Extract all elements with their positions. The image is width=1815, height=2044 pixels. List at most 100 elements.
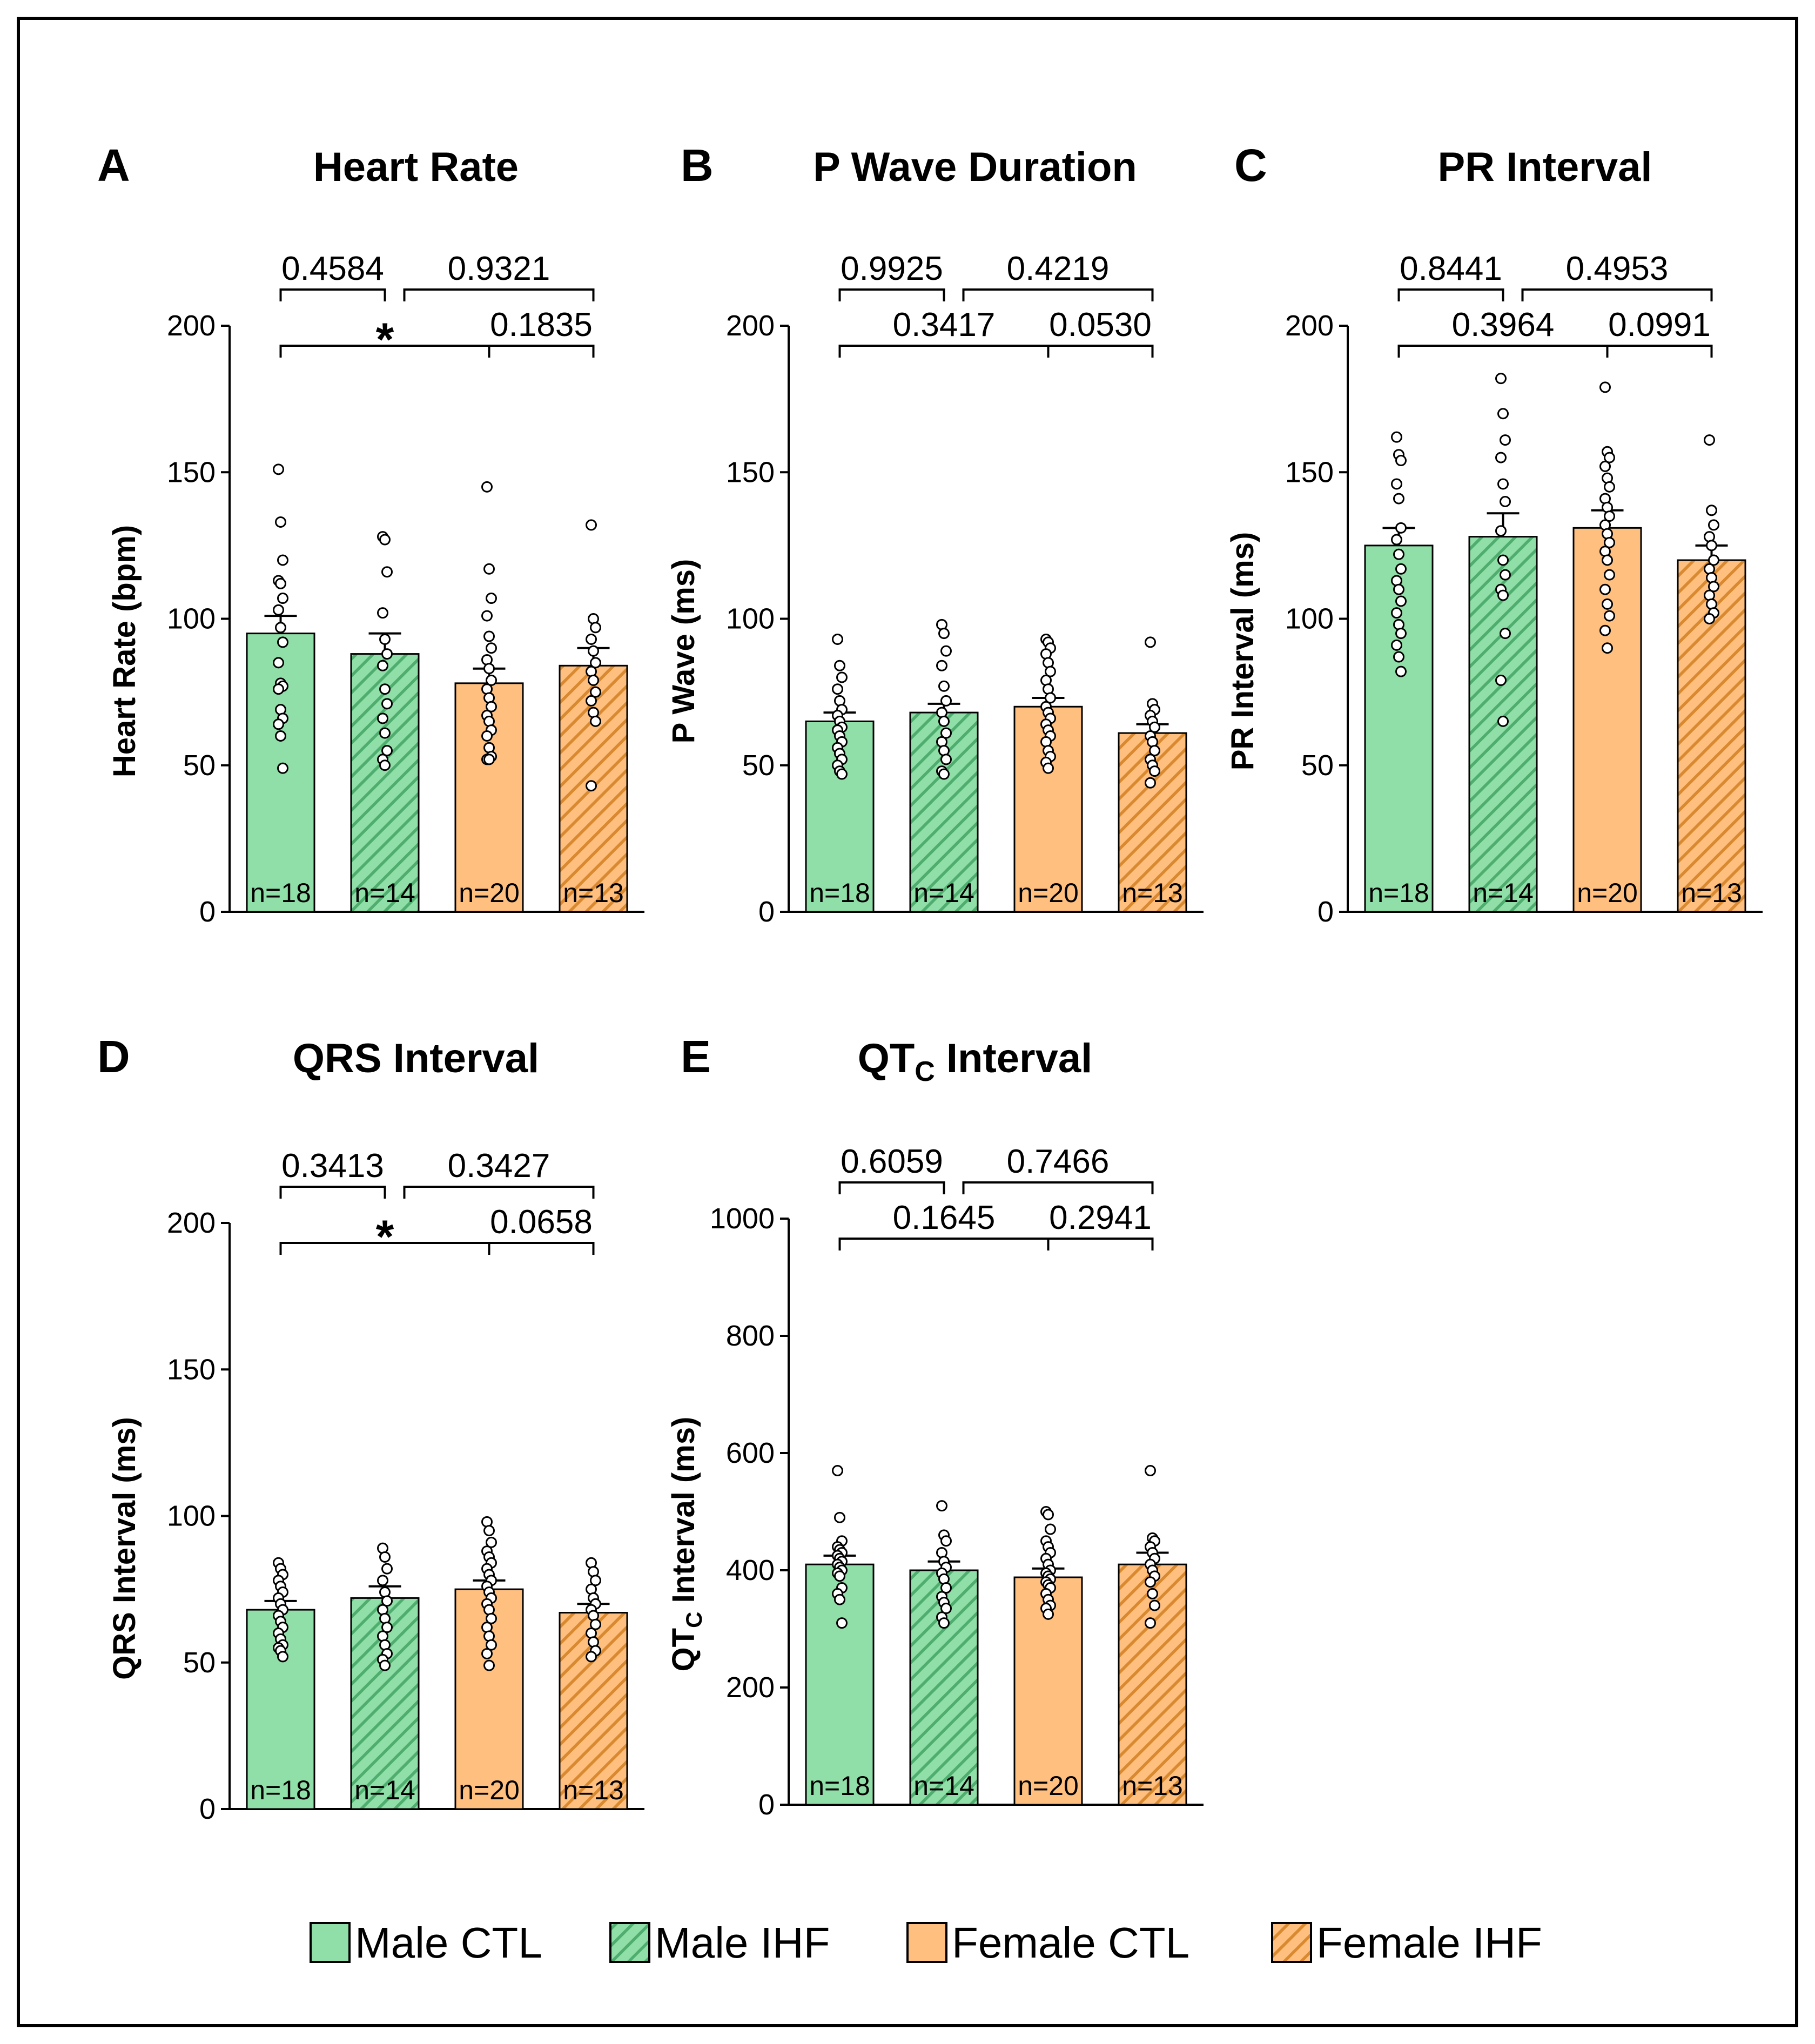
y-tick-label: 150 bbox=[167, 1353, 216, 1386]
data-point bbox=[1393, 493, 1404, 505]
data-point bbox=[590, 622, 601, 634]
legend-swatch bbox=[609, 1922, 650, 1963]
p-value-label: 0.7466 bbox=[1007, 1143, 1110, 1180]
data-point bbox=[940, 1603, 952, 1615]
data-point bbox=[483, 663, 495, 675]
data-point bbox=[379, 727, 391, 739]
y-tick-label: 0 bbox=[199, 1793, 216, 1825]
data-point bbox=[1500, 434, 1511, 446]
data-point bbox=[1391, 431, 1402, 443]
data-point bbox=[940, 1582, 952, 1594]
y-tick-label: 150 bbox=[726, 456, 775, 488]
data-point bbox=[277, 593, 288, 604]
data-point bbox=[832, 1465, 843, 1477]
data-point bbox=[1395, 665, 1407, 677]
n-label: n=14 bbox=[913, 1771, 974, 1801]
p-value-label: 0.4953 bbox=[1566, 250, 1669, 287]
p-value-label: 0.2941 bbox=[1049, 1199, 1152, 1236]
y-axis-label-main: QT bbox=[666, 1628, 701, 1672]
data-point bbox=[1599, 583, 1611, 595]
panel-d: D QRS Interval 0 50 100 150 200 QRS Interval (m… bbox=[97, 1031, 644, 1825]
data-point bbox=[481, 610, 493, 622]
panel-title-main: QT bbox=[858, 1036, 915, 1081]
data-point bbox=[377, 1575, 388, 1586]
data-point bbox=[1395, 563, 1407, 575]
y-axis-label: QRS Interval (ms) bbox=[107, 1417, 142, 1680]
data-point bbox=[1704, 434, 1715, 446]
data-point bbox=[379, 759, 391, 771]
data-point bbox=[586, 1651, 597, 1663]
legend-label: Male IHF bbox=[655, 1919, 830, 1967]
data-point bbox=[379, 1659, 391, 1671]
data-point bbox=[1145, 636, 1156, 648]
y-tick-label: 150 bbox=[167, 456, 216, 488]
data-point bbox=[938, 628, 950, 640]
data-point bbox=[1604, 510, 1615, 522]
p-value-label: 0.0991 bbox=[1608, 306, 1711, 344]
data-point bbox=[1395, 522, 1407, 534]
y-tick-label: 200 bbox=[726, 1671, 775, 1704]
y-tick-label: 0 bbox=[758, 896, 775, 928]
legend-label: Male CTL bbox=[355, 1919, 542, 1967]
data-point bbox=[381, 566, 393, 578]
y-tick-label: 600 bbox=[726, 1437, 775, 1469]
p-value-label: 0.8441 bbox=[1400, 250, 1502, 287]
panel-letter: B bbox=[681, 140, 714, 191]
data-point bbox=[486, 1612, 497, 1624]
data-point bbox=[483, 1659, 495, 1671]
panel-title-rest: Interval bbox=[935, 1036, 1092, 1081]
data-point bbox=[486, 642, 497, 654]
n-label: n=20 bbox=[459, 878, 520, 908]
data-point bbox=[1604, 569, 1615, 581]
p-value-label: 0.9925 bbox=[841, 250, 943, 287]
significance-bracket bbox=[962, 1181, 1154, 1194]
y-tick-label: 100 bbox=[726, 603, 775, 635]
data-point bbox=[1497, 408, 1509, 420]
data-point bbox=[1602, 642, 1613, 654]
panel-letter: C bbox=[1234, 140, 1267, 191]
n-label: n=18 bbox=[1368, 878, 1429, 908]
data-point bbox=[936, 660, 947, 671]
y-tick-label: 200 bbox=[726, 310, 775, 342]
data-point bbox=[381, 648, 393, 660]
legend-swatch bbox=[310, 1922, 351, 1963]
p-value-label: 0.4219 bbox=[1007, 250, 1110, 287]
data-point bbox=[273, 604, 284, 616]
panel-title-sub: C bbox=[915, 1056, 935, 1087]
data-point bbox=[1147, 1588, 1158, 1599]
panel-letter: A bbox=[97, 140, 130, 191]
data-point bbox=[1391, 639, 1402, 651]
data-point bbox=[381, 1563, 393, 1575]
data-point bbox=[940, 754, 952, 765]
data-point bbox=[1706, 540, 1717, 552]
data-point bbox=[1604, 610, 1615, 622]
data-point bbox=[486, 1536, 497, 1548]
data-point bbox=[1500, 628, 1511, 640]
data-point bbox=[379, 683, 391, 695]
data-point bbox=[277, 554, 288, 566]
n-label: n=20 bbox=[1577, 878, 1638, 908]
data-point bbox=[379, 534, 391, 546]
y-tick-label: 400 bbox=[726, 1554, 775, 1586]
data-point bbox=[1497, 715, 1509, 727]
significance-bracket bbox=[838, 288, 945, 301]
data-point bbox=[1604, 452, 1615, 463]
y-tick-label: 1000 bbox=[710, 1202, 775, 1235]
data-point bbox=[273, 718, 284, 730]
data-point bbox=[936, 1500, 947, 1512]
data-point bbox=[940, 1535, 952, 1547]
n-label: n=13 bbox=[1122, 878, 1183, 908]
data-point bbox=[1495, 452, 1507, 463]
significance-bracket bbox=[279, 288, 386, 301]
significance-bracket bbox=[488, 345, 595, 358]
data-point bbox=[590, 1575, 601, 1586]
panel-title: QRS Interval bbox=[293, 1036, 539, 1081]
data-point bbox=[1145, 1465, 1156, 1477]
data-point bbox=[377, 660, 388, 671]
panel-letter: D bbox=[97, 1031, 130, 1082]
p-value-label: 0.1645 bbox=[893, 1199, 996, 1236]
data-point bbox=[588, 674, 599, 686]
data-point bbox=[1149, 1599, 1160, 1611]
y-tick-label: 50 bbox=[742, 749, 775, 782]
data-point bbox=[1045, 1523, 1056, 1535]
